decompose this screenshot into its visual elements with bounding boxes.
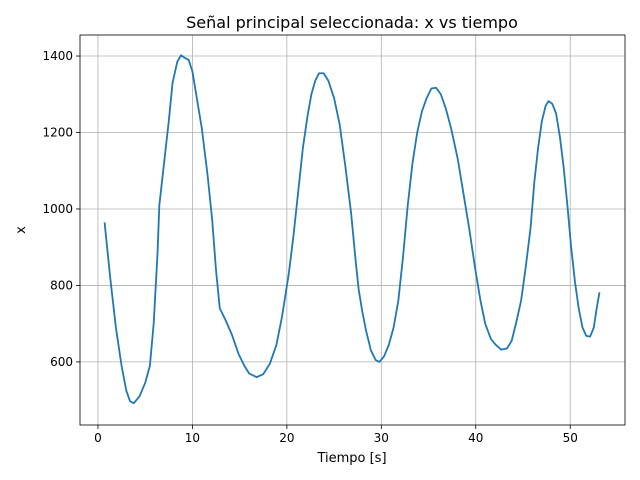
chart-title: Señal principal seleccionada: x vs tiemp… — [186, 13, 518, 32]
x-axis-label: Tiempo [s] — [316, 451, 386, 466]
y-tick-label: 800 — [50, 278, 73, 292]
y-axis-label: x — [14, 226, 29, 234]
x-tick-label: 10 — [185, 431, 200, 445]
x-tick-label: 20 — [279, 431, 294, 445]
plot-frame — [79, 34, 626, 426]
x-tick-label: 30 — [374, 431, 389, 445]
x-tick-label: 50 — [563, 431, 578, 445]
y-tick-label: 600 — [50, 355, 73, 369]
y-tick-label: 1400 — [42, 49, 73, 63]
data-line — [103, 54, 601, 405]
x-tick-label: 0 — [94, 431, 102, 445]
y-tick-label: 1000 — [42, 202, 73, 216]
y-tick-label: 1200 — [42, 126, 73, 140]
x-tick-label: 40 — [468, 431, 483, 445]
